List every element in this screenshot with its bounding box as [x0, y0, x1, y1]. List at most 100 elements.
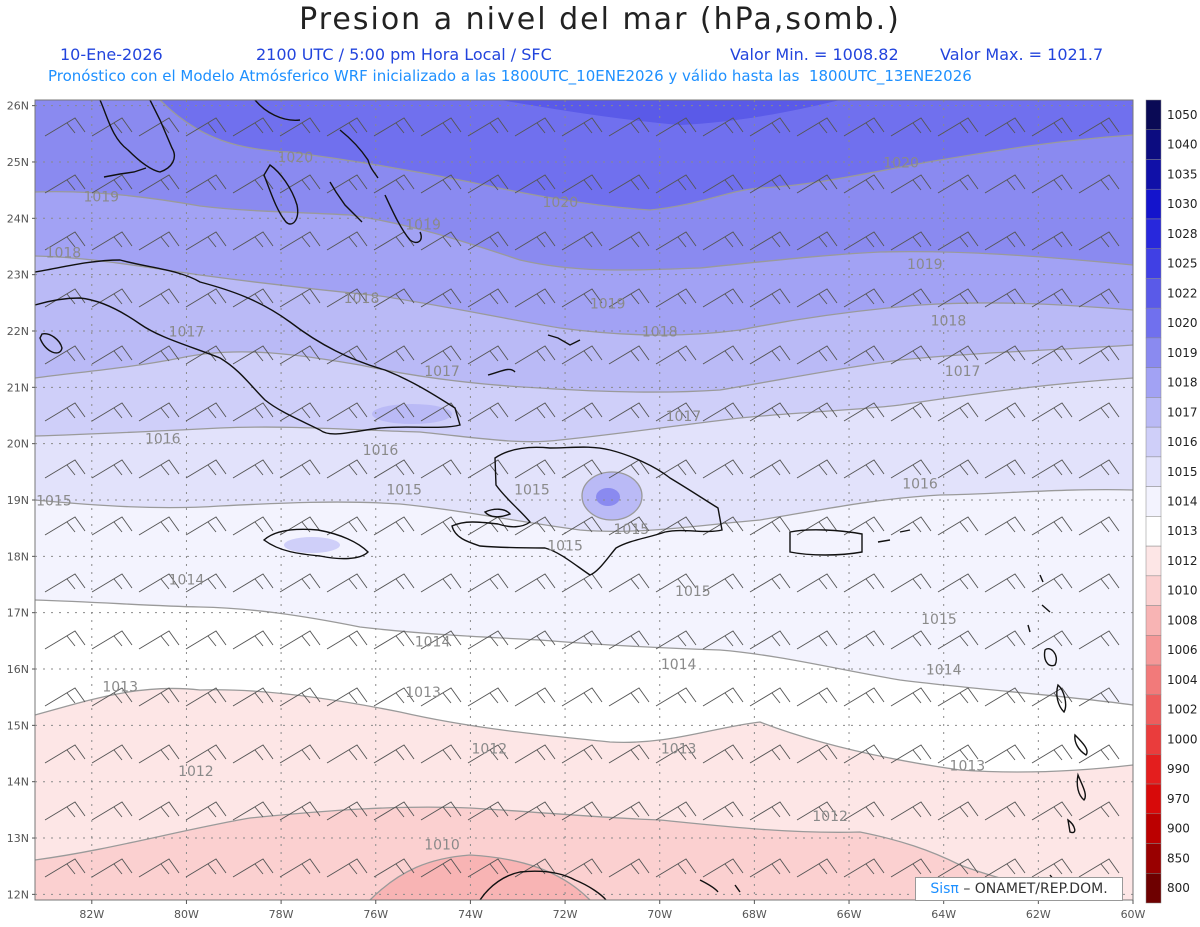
wind-barb [44, 630, 86, 650]
wind-barb [890, 744, 932, 764]
isobar-label: 1012 [472, 742, 508, 758]
wind-barb [1031, 630, 1073, 650]
max-value-label: Valor Max. = 1021.7 [940, 45, 1104, 64]
wind-barb [44, 744, 86, 764]
wind-barb [467, 345, 509, 365]
wind-barb [373, 345, 415, 365]
wind-barb [655, 231, 697, 251]
wind-barb [890, 516, 932, 536]
band-1021 [500, 100, 840, 125]
wind-barb [1031, 687, 1073, 707]
wind-barb [796, 117, 838, 137]
wind-barb [749, 231, 791, 251]
wind-barb [1078, 459, 1120, 479]
wind-barb [843, 288, 885, 308]
colorbar-swatch [1145, 635, 1162, 666]
isobar-label: 1013 [405, 685, 441, 701]
lat-label: 25N [7, 156, 29, 169]
wind-barb [373, 630, 415, 650]
wind-barb [185, 345, 227, 365]
colorbar-swatch [1145, 575, 1162, 606]
wind-barb [232, 744, 274, 764]
wind-barb [890, 801, 932, 821]
jamaica-terrain-high [284, 537, 340, 553]
wind-barb [232, 459, 274, 479]
wind-barb [608, 117, 650, 137]
wind-barb [467, 231, 509, 251]
wind-barb [1078, 630, 1120, 650]
wind-barb [91, 630, 133, 650]
wind-barb [890, 288, 932, 308]
wind-barb [44, 573, 86, 593]
colorbar-swatch [1145, 783, 1162, 815]
isobar-label: 1014 [926, 663, 962, 679]
wind-barb [890, 459, 932, 479]
isobar-label: 1019 [590, 296, 626, 312]
wind-barb [373, 459, 415, 479]
isobar-label: 1017 [945, 364, 981, 380]
colorbar-label: 900 [1167, 822, 1190, 836]
wind-barb [749, 117, 791, 137]
wind-barb [984, 345, 1026, 365]
isobar-label: 1010 [424, 837, 460, 853]
wind-barb [91, 801, 133, 821]
colorbar-swatch [1145, 248, 1162, 279]
wind-barb [91, 744, 133, 764]
wind-barb [984, 516, 1026, 536]
wind-barb [749, 345, 791, 365]
colorbar-swatch [1145, 664, 1162, 696]
wind-barb [514, 801, 556, 821]
isobar-label: 1015 [675, 584, 711, 600]
eleuthera [339, 129, 379, 179]
wind-barb [91, 459, 133, 479]
wind-barb [279, 459, 321, 479]
wind-barb [279, 744, 321, 764]
exuma-chain [329, 181, 363, 223]
wind-barb [937, 288, 979, 308]
wind-barb [561, 801, 603, 821]
wind-barb [44, 117, 86, 137]
wind-barb [749, 459, 791, 479]
wind-barb [890, 402, 932, 422]
isobar-label: 1018 [642, 325, 678, 341]
wind-barb [608, 630, 650, 650]
isobar-label: 1015 [386, 482, 422, 498]
wind-barb [514, 231, 556, 251]
hispaniola-coast [451, 446, 723, 576]
wind-barb [514, 630, 556, 650]
wind-barb [326, 630, 368, 650]
wind-barb [655, 174, 697, 194]
wind-barb [984, 402, 1026, 422]
wind-barb [138, 630, 180, 650]
wind-barb [185, 516, 227, 536]
wind-barb [1031, 402, 1073, 422]
florida-coast [99, 100, 176, 173]
wind-barb [514, 744, 556, 764]
lat-label: 22N [7, 325, 29, 338]
wind-barb [702, 801, 744, 821]
wind-barb [185, 402, 227, 422]
chart-title: Presion a nivel del mar (hPa,somb.) [299, 2, 901, 37]
wind-barb [138, 402, 180, 422]
isobar-label: 1018 [344, 291, 380, 307]
wind-barb [796, 687, 838, 707]
wind-barb [232, 858, 274, 878]
wind-barb [279, 858, 321, 878]
wind-barb [91, 117, 133, 137]
wind-barb [561, 288, 603, 308]
wind-barb [890, 345, 932, 365]
lon-label: 74W [458, 908, 483, 921]
wind-barb [514, 687, 556, 707]
aruba-curacao [699, 879, 741, 893]
wind-barb [937, 801, 979, 821]
wind-barb [984, 687, 1026, 707]
wind-barb [608, 801, 650, 821]
wind-barb [561, 516, 603, 536]
wind-barb [608, 174, 650, 194]
wind-barb [232, 174, 274, 194]
wind-barb [326, 516, 368, 536]
colorbar-swatch [1145, 605, 1162, 636]
wind-barb [373, 744, 415, 764]
wind-barb [373, 801, 415, 821]
wind-barb [138, 687, 180, 707]
